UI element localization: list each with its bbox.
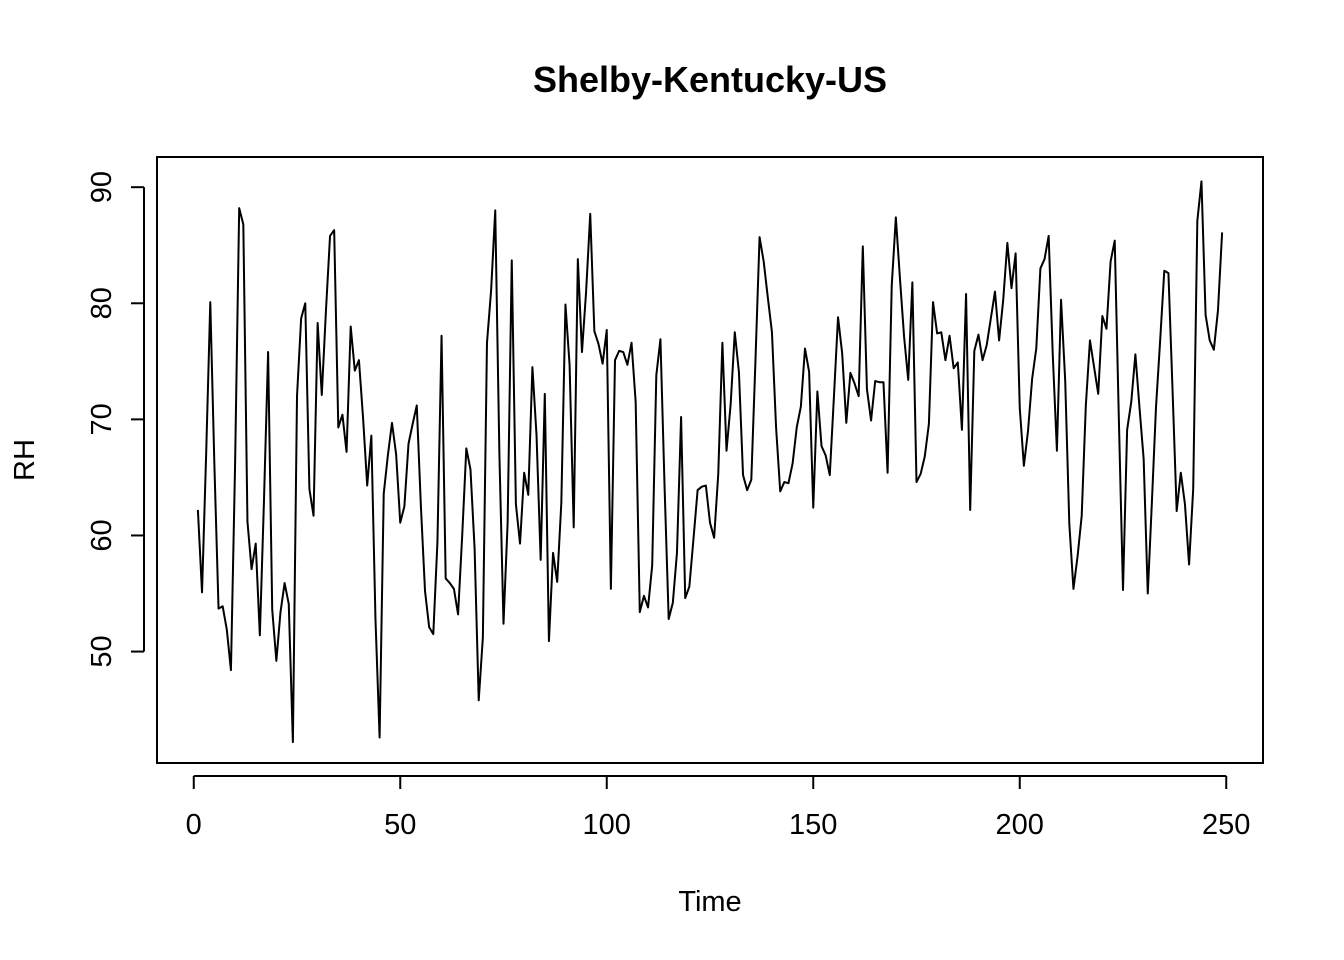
x-tick-label: 250: [1202, 809, 1250, 841]
chart-title: Shelby-Kentucky-US: [533, 59, 887, 100]
y-tick-label: 60: [86, 519, 118, 551]
x-tick-label: 100: [583, 809, 631, 841]
x-tick-label: 150: [789, 809, 837, 841]
y-tick-label: 90: [86, 171, 118, 203]
x-axis-label: Time: [678, 886, 741, 918]
y-tick-label: 70: [86, 403, 118, 435]
y-axis-label: RH: [9, 439, 41, 481]
series-layer: [196, 180, 1224, 744]
plot-frame: [156, 156, 1264, 764]
x-tick-label: 50: [384, 809, 416, 841]
x-tick-label: 0: [186, 809, 202, 841]
x-axis: 0 50 100 150 200 250: [186, 775, 1250, 841]
y-axis: 50 60 70 80 90: [86, 171, 145, 668]
y-tick-label: 50: [86, 635, 118, 667]
series-line: [196, 180, 1224, 744]
x-tick-label: 200: [996, 809, 1044, 841]
y-tick-label: 80: [86, 287, 118, 319]
